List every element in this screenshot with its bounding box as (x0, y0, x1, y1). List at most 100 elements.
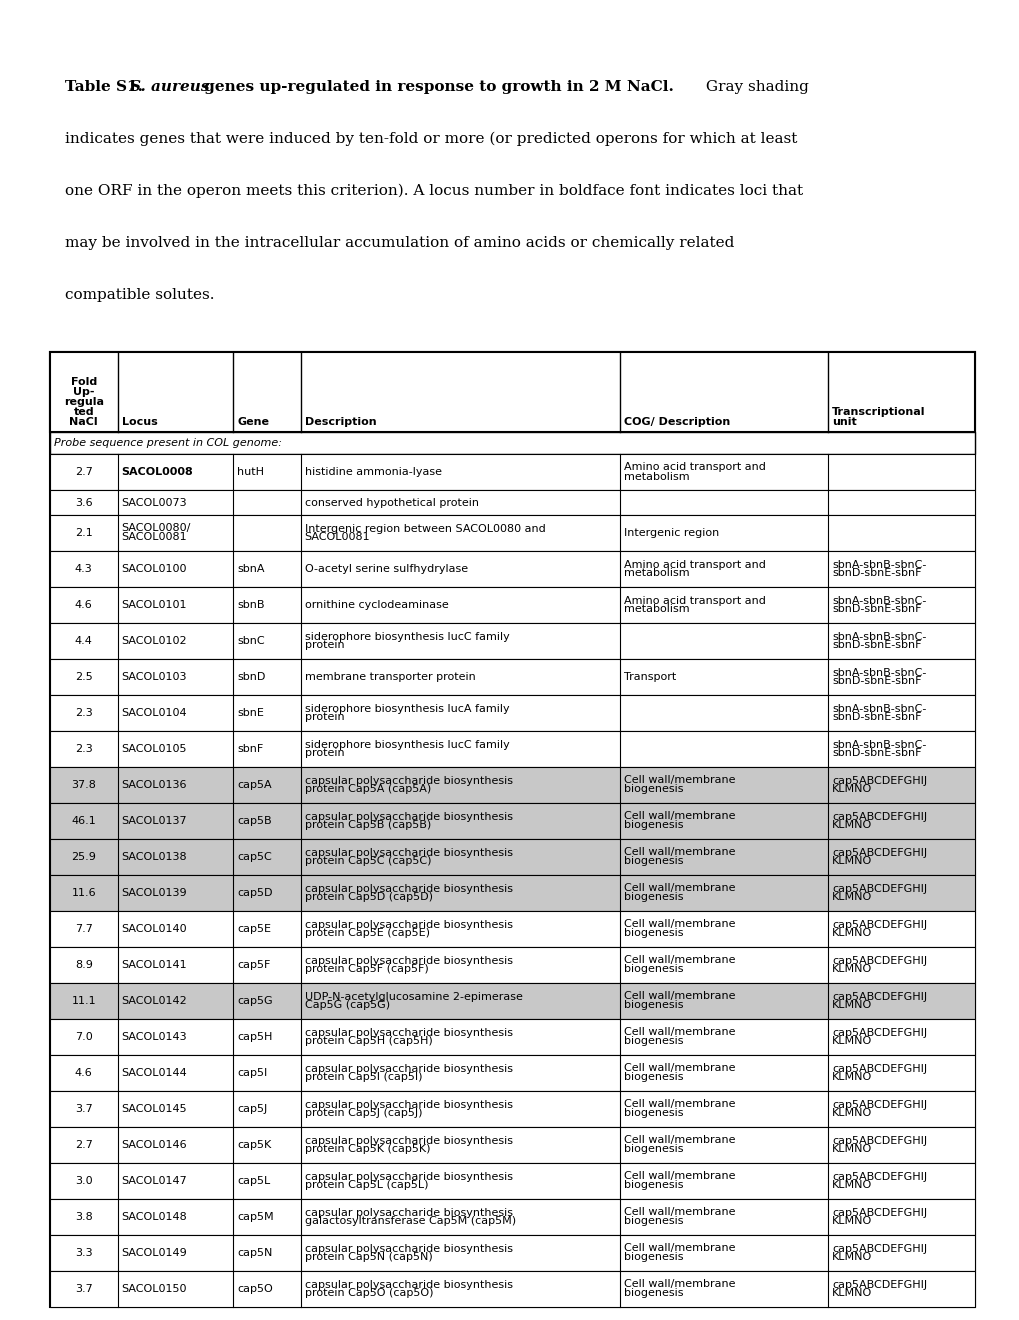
Text: biogenesis: biogenesis (624, 1288, 683, 1299)
Text: sbnC: sbnC (236, 636, 265, 645)
Text: ornithine cyclodeaminase: ornithine cyclodeaminase (305, 601, 448, 610)
Text: SACOL0139: SACOL0139 (121, 888, 186, 898)
Text: protein Cap5N (cap5N): protein Cap5N (cap5N) (305, 1253, 432, 1262)
Text: biogenesis: biogenesis (624, 784, 683, 795)
Text: compatible solutes.: compatible solutes. (65, 288, 214, 302)
Text: protein: protein (305, 640, 344, 651)
Text: biogenesis: biogenesis (624, 1144, 683, 1155)
Text: cap5E: cap5E (236, 924, 271, 935)
Text: 3.3: 3.3 (74, 1247, 93, 1258)
Text: protein Cap5E (cap5E): protein Cap5E (cap5E) (305, 928, 429, 939)
Text: biogenesis: biogenesis (624, 1109, 683, 1118)
Text: protein Cap5H (cap5H): protein Cap5H (cap5H) (305, 1036, 432, 1047)
Text: conserved hypothetical protein: conserved hypothetical protein (305, 498, 478, 507)
Text: SACOL0140: SACOL0140 (121, 924, 186, 935)
Bar (50, 432, 974, 454)
Text: SACOL0100: SACOL0100 (121, 564, 186, 574)
Bar (50, 1092, 974, 1127)
Text: Cell wall/membrane: Cell wall/membrane (624, 1064, 735, 1073)
Text: UDP-N-acetylglucosamine 2-epimerase: UDP-N-acetylglucosamine 2-epimerase (305, 991, 522, 1002)
Text: biogenesis: biogenesis (624, 892, 683, 903)
Bar (50, 767, 974, 803)
Text: cap5ABCDEFGHIJ: cap5ABCDEFGHIJ (832, 776, 926, 785)
Text: Locus: Locus (121, 417, 157, 426)
Bar (50, 515, 974, 550)
Text: Cell wall/membrane: Cell wall/membrane (624, 920, 735, 929)
Text: protein Cap5K (cap5K): protein Cap5K (cap5K) (305, 1144, 430, 1155)
Text: protein Cap5F (cap5F): protein Cap5F (cap5F) (305, 965, 428, 974)
Text: Table S1.: Table S1. (65, 81, 148, 94)
Text: Cell wall/membrane: Cell wall/membrane (624, 847, 735, 858)
Text: protein Cap5I (cap5I): protein Cap5I (cap5I) (305, 1072, 422, 1082)
Text: biogenesis: biogenesis (624, 857, 683, 866)
Text: capsular polysaccharide biosynthesis: capsular polysaccharide biosynthesis (305, 1172, 513, 1181)
Text: SACOL0144: SACOL0144 (121, 1068, 187, 1078)
Bar (50, 454, 974, 490)
Bar (50, 1163, 974, 1199)
Text: KLMNO: KLMNO (832, 1036, 871, 1047)
Text: SACOL0081: SACOL0081 (121, 532, 186, 543)
Text: biogenesis: biogenesis (624, 1180, 683, 1191)
Text: Cap5G (cap5G): Cap5G (cap5G) (305, 1001, 389, 1011)
Text: metabolism: metabolism (624, 471, 689, 482)
Text: capsular polysaccharide biosynthesis: capsular polysaccharide biosynthesis (305, 1064, 513, 1073)
Text: SACOL0136: SACOL0136 (121, 780, 186, 789)
Text: cap5H: cap5H (236, 1032, 272, 1041)
Text: cap5D: cap5D (236, 888, 272, 898)
Text: Cell wall/membrane: Cell wall/membrane (624, 812, 735, 821)
Text: KLMNO: KLMNO (832, 1144, 871, 1155)
Text: capsular polysaccharide biosynthesis: capsular polysaccharide biosynthesis (305, 1100, 513, 1110)
Text: cap5F: cap5F (236, 960, 270, 970)
Text: hutH: hutH (236, 467, 264, 477)
Text: SACOL0073: SACOL0073 (121, 498, 186, 507)
Text: Cell wall/membrane: Cell wall/membrane (624, 776, 735, 785)
Bar (50, 490, 974, 515)
Text: 37.8: 37.8 (71, 780, 96, 789)
Text: Cell wall/membrane: Cell wall/membrane (624, 883, 735, 894)
Text: capsular polysaccharide biosynthesis: capsular polysaccharide biosynthesis (305, 847, 513, 858)
Text: Fold: Fold (70, 378, 97, 387)
Text: SACOL0101: SACOL0101 (121, 601, 186, 610)
Text: Up-: Up- (73, 387, 95, 397)
Text: metabolism: metabolism (624, 605, 689, 615)
Text: cap5A: cap5A (236, 780, 271, 789)
Text: unit: unit (832, 417, 856, 426)
Text: KLMNO: KLMNO (832, 1109, 871, 1118)
Text: sbnA-sbnB-sbnC-: sbnA-sbnB-sbnC- (832, 704, 925, 714)
Text: biogenesis: biogenesis (624, 821, 683, 830)
Text: KLMNO: KLMNO (832, 965, 871, 974)
Text: biogenesis: biogenesis (624, 1036, 683, 1047)
Text: SACOL0150: SACOL0150 (121, 1284, 186, 1294)
Text: capsular polysaccharide biosynthesis: capsular polysaccharide biosynthesis (305, 956, 513, 965)
Text: metabolism: metabolism (624, 569, 689, 578)
Text: cap5ABCDEFGHIJ: cap5ABCDEFGHIJ (832, 1208, 926, 1217)
Text: SACOL0143: SACOL0143 (121, 1032, 186, 1041)
Text: SACOL0137: SACOL0137 (121, 816, 186, 826)
Text: 4.3: 4.3 (74, 564, 93, 574)
Text: NaCl: NaCl (69, 417, 98, 426)
Text: 3.0: 3.0 (74, 1176, 93, 1185)
Text: protein Cap5A (cap5A): protein Cap5A (cap5A) (305, 784, 430, 795)
Text: cap5ABCDEFGHIJ: cap5ABCDEFGHIJ (832, 1279, 926, 1290)
Bar (50, 623, 974, 659)
Text: 3.8: 3.8 (74, 1212, 93, 1222)
Text: KLMNO: KLMNO (832, 1001, 871, 1011)
Bar (50, 1271, 974, 1307)
Text: capsular polysaccharide biosynthesis: capsular polysaccharide biosynthesis (305, 776, 513, 785)
Text: sbnD-sbnE-sbnF: sbnD-sbnE-sbnF (832, 640, 920, 651)
Text: biogenesis: biogenesis (624, 1217, 683, 1226)
Text: cap5ABCDEFGHIJ: cap5ABCDEFGHIJ (832, 1064, 926, 1073)
Text: cap5O: cap5O (236, 1284, 273, 1294)
Text: cap5ABCDEFGHIJ: cap5ABCDEFGHIJ (832, 883, 926, 894)
Text: cap5N: cap5N (236, 1247, 272, 1258)
Text: KLMNO: KLMNO (832, 1253, 871, 1262)
Text: membrane transporter protein: membrane transporter protein (305, 672, 475, 682)
Bar (50, 1127, 974, 1163)
Text: protein Cap5B (cap5B): protein Cap5B (cap5B) (305, 821, 430, 830)
Text: sbnA-sbnB-sbnC-: sbnA-sbnB-sbnC- (832, 595, 925, 606)
Text: sbnE: sbnE (236, 708, 264, 718)
Text: KLMNO: KLMNO (832, 892, 871, 903)
Text: capsular polysaccharide biosynthesis: capsular polysaccharide biosynthesis (305, 1243, 513, 1254)
Text: S. aureus: S. aureus (129, 81, 209, 94)
Text: sbnD-sbnE-sbnF: sbnD-sbnE-sbnF (832, 605, 920, 615)
